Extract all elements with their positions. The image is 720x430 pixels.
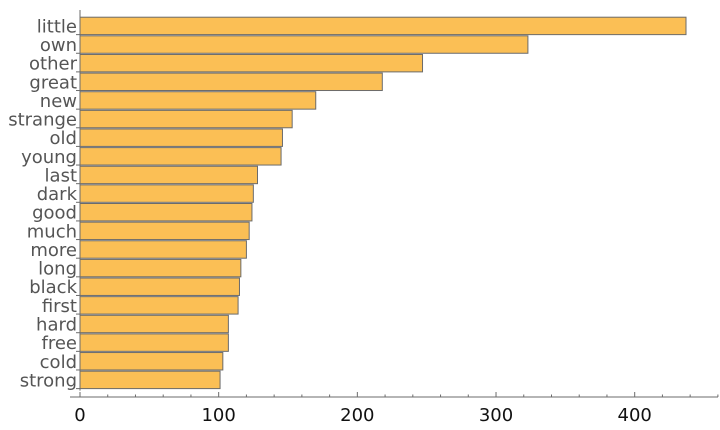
category-label-much: much: [27, 221, 77, 242]
bar-much: [79, 221, 250, 241]
bar-young: [79, 147, 282, 166]
bar-new: [79, 91, 317, 110]
category-label-dark: dark: [37, 184, 78, 205]
x-tick-label-200: 200: [340, 405, 374, 426]
bar-little: [79, 16, 687, 36]
category-label-long: long: [38, 259, 77, 280]
x-tick-label-0: 0: [74, 405, 85, 426]
category-label-great: great: [29, 72, 77, 93]
bar-first: [79, 296, 239, 315]
category-label-own: own: [40, 35, 77, 56]
axes-group: 0 100 200 300 400: [70, 10, 719, 426]
category-label-free: free: [42, 333, 78, 354]
bar-great: [79, 72, 383, 92]
category-label-last: last: [45, 165, 77, 186]
category-label-more: more: [30, 240, 77, 261]
category-label-other: other: [29, 54, 78, 75]
category-label-cold: cold: [40, 352, 77, 373]
category-label-black: black: [29, 277, 77, 298]
bars-group: [79, 16, 687, 390]
category-label-new: new: [40, 91, 77, 112]
category-label-young: young: [21, 147, 77, 168]
bar-more: [79, 240, 247, 259]
bar-last: [79, 165, 259, 185]
category-labels-group: littleownothergreatnewstrangeoldyounglas…: [8, 16, 77, 391]
x-tick-label-100: 100: [201, 405, 235, 426]
bar-dark: [79, 184, 254, 203]
x-tick-label-300: 300: [479, 405, 513, 426]
category-label-little: little: [37, 16, 77, 37]
bar-long: [79, 258, 242, 278]
bar-strong: [79, 370, 221, 390]
category-label-old: old: [50, 128, 77, 149]
bar-cold: [79, 352, 224, 371]
category-label-first: first: [42, 296, 77, 317]
bar-hard: [79, 314, 229, 334]
bar-old: [79, 128, 283, 147]
bar-strange: [79, 109, 293, 129]
bar-black: [79, 277, 240, 296]
category-label-strange: strange: [8, 110, 77, 131]
bar-good: [79, 203, 253, 222]
category-label-hard: hard: [36, 314, 77, 335]
bar-free: [79, 333, 229, 352]
bar-own: [79, 35, 529, 54]
x-tick-label-400: 400: [618, 405, 652, 426]
category-label-strong: strong: [20, 370, 77, 391]
category-label-good: good: [32, 203, 77, 224]
bar-other: [79, 53, 424, 73]
